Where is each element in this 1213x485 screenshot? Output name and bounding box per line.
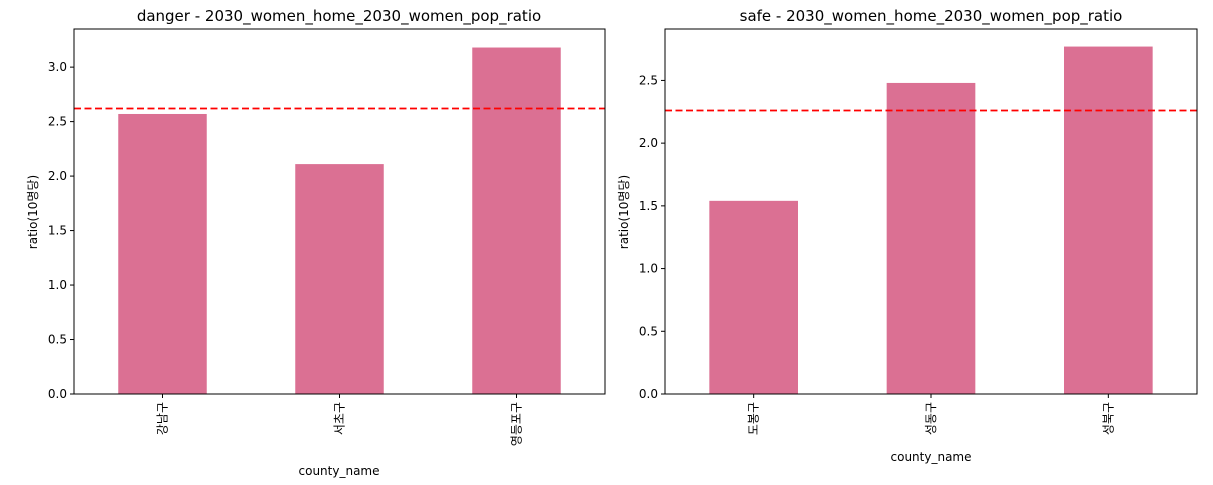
bar (709, 200, 798, 394)
y-tick-label: 1.0 (48, 278, 67, 292)
y-tick-label: 1.5 (639, 199, 658, 213)
bar (295, 164, 384, 394)
x-tick-label: 서초구 (333, 402, 347, 435)
y-tick-label: 2.5 (639, 73, 658, 87)
y-tick-label: 2.0 (639, 136, 658, 150)
chart-danger: danger - 2030_women_home_2030_women_pop_… (26, 7, 606, 478)
chart-title: danger - 2030_women_home_2030_women_pop_… (137, 7, 541, 26)
x-axis-label: county_name (891, 450, 972, 464)
y-axis-label: ratio(10명당) (26, 175, 40, 249)
x-axis-label: county_name (299, 464, 380, 478)
bar (118, 113, 207, 394)
y-tick-label: 0.0 (639, 387, 658, 401)
bar (472, 47, 561, 394)
y-tick-label: 1.5 (48, 224, 67, 238)
bar (1064, 46, 1153, 394)
y-tick-label: 0.5 (639, 324, 658, 338)
x-tick-label: 도봉구 (747, 402, 761, 435)
y-tick-label: 2.5 (48, 115, 67, 129)
y-tick-label: 0.5 (48, 333, 67, 347)
x-tick-label: 성동구 (924, 402, 938, 435)
x-tick-label: 성북구 (1101, 402, 1115, 435)
bar (886, 82, 976, 395)
x-tick-label: 영등포구 (510, 402, 524, 446)
chart-title: safe - 2030_women_home_2030_women_pop_ra… (740, 7, 1123, 26)
x-tick-label: 강남구 (156, 402, 170, 435)
y-tick-label: 1.0 (639, 262, 658, 276)
plot-area: 0.0 0.5 1.0 1.5 2.0 2.5 3.0 강남구 서초구 영등포구 (48, 28, 606, 446)
plot-area: 0.0 0.5 1.0 1.5 2.0 2.5 도봉구 성동구 성북구 (639, 28, 1198, 435)
y-tick-label: 0.0 (48, 387, 67, 401)
y-axis-label: ratio(10명당) (617, 175, 631, 249)
y-tick-label: 3.0 (48, 60, 67, 74)
y-tick-label: 2.0 (48, 169, 67, 183)
chart-safe: safe - 2030_women_home_2030_women_pop_ra… (617, 7, 1198, 464)
